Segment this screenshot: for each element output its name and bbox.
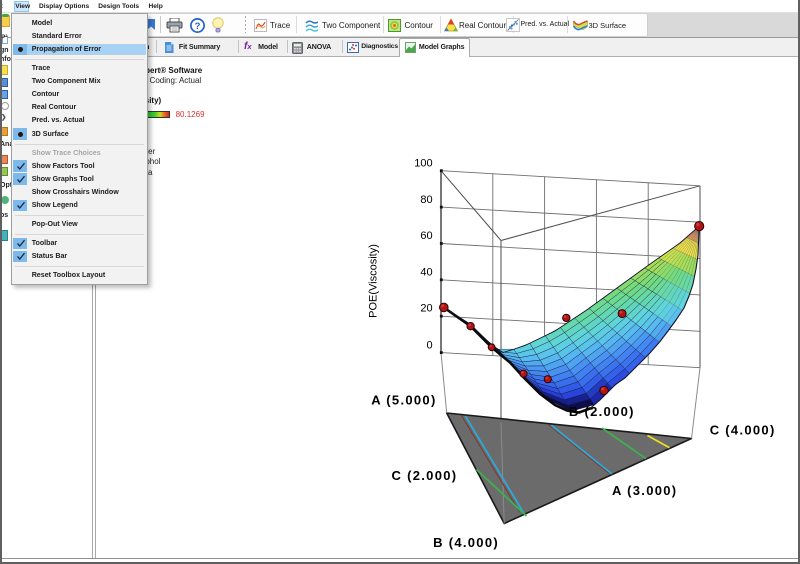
svg-text:C (2.000): C (2.000) — [392, 468, 458, 483]
svg-text:B (2.000): B (2.000) — [569, 404, 635, 419]
svg-text:100: 100 — [414, 157, 432, 169]
svg-text:20: 20 — [420, 303, 432, 315]
svg-text:40: 40 — [420, 267, 432, 279]
svg-text:POE(Viscosity): POE(Viscosity) — [368, 244, 380, 318]
svg-text:0: 0 — [426, 339, 432, 351]
svg-text:B (4.000): B (4.000) — [433, 535, 499, 550]
svg-text:A (5.000): A (5.000) — [371, 393, 436, 408]
svg-text:?: ? — [195, 21, 201, 32]
svg-text:60: 60 — [420, 230, 432, 242]
svg-text:80: 80 — [420, 194, 432, 206]
svg-text:C (4.000): C (4.000) — [710, 423, 776, 438]
svg-text:A (3.000): A (3.000) — [612, 483, 677, 498]
